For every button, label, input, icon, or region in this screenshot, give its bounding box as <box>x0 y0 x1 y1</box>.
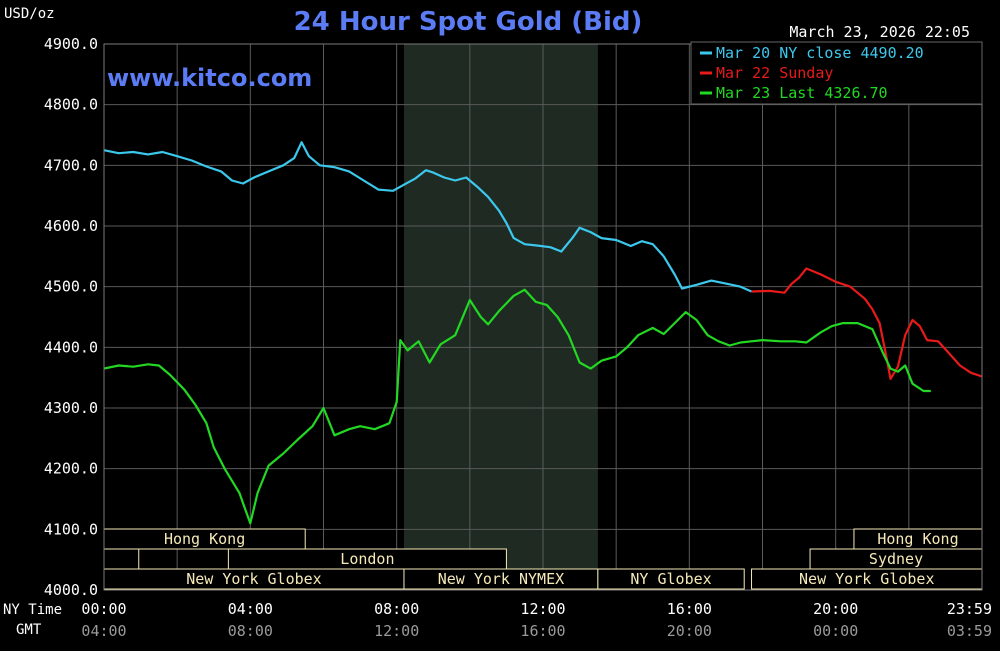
y-tick-label: 4100.0 <box>44 520 98 538</box>
x-tick-label-gmt: 04:00 <box>81 622 126 640</box>
y-tick-label: 4400.0 <box>44 338 98 356</box>
legend: Mar 20 NY close 4490.20 Mar 22 Sunday Ma… <box>690 41 983 105</box>
x-tick-label-gmt: 08:00 <box>228 622 273 640</box>
session-label: New York Globex <box>799 570 934 588</box>
x-tick-label-gmt: 03:59 <box>947 622 992 640</box>
x-tick-label-ny: 00:00 <box>81 600 126 618</box>
session-label: Sydney <box>869 550 923 568</box>
session-box <box>103 548 140 570</box>
x-tick-label-ny: 23:59 <box>947 600 992 618</box>
session-box <box>597 568 745 590</box>
x-tick-label-ny: 12:00 <box>520 600 565 618</box>
chart-title: 24 Hour Spot Gold (Bid) <box>294 7 643 37</box>
x-tick-label-ny: 16:00 <box>667 600 712 618</box>
legend-label-mar22: Mar 22 Sunday <box>716 64 833 82</box>
x-tick-label-ny: 04:00 <box>228 600 273 618</box>
session-label: New York NYMEX <box>438 570 564 588</box>
x-tick-label-ny: 08:00 <box>374 600 419 618</box>
shaded-region <box>403 44 598 590</box>
series-line-2 <box>103 288 931 525</box>
y-tick-label: 4600.0 <box>44 217 98 235</box>
x-tick-label-gmt: 20:00 <box>667 622 712 640</box>
series-line-0 <box>103 141 752 293</box>
timestamp: March 23, 2026 22:05 <box>789 23 970 41</box>
y-tick-label: 4500.0 <box>44 278 98 296</box>
watermark: www.kitco.com <box>107 64 312 92</box>
legend-label-mar23: Mar 23 Last 4326.70 <box>716 84 888 102</box>
session-label: London <box>340 550 394 568</box>
session-label: NY Globex <box>630 570 711 588</box>
x-tick-label-gmt: 12:00 <box>374 622 419 640</box>
series-line-1 <box>751 267 983 380</box>
x-tick-label-gmt: 00:00 <box>813 622 858 640</box>
y-tick-label: 4300.0 <box>44 399 98 417</box>
session-label: Hong Kong <box>164 530 245 548</box>
y-tick-label: 4700.0 <box>44 156 98 174</box>
gmt-axis-label: GMT <box>16 622 42 638</box>
session-label: Hong Kong <box>877 530 958 548</box>
ny-time-axis-label: NY Time <box>3 602 62 618</box>
legend-box <box>690 41 983 105</box>
legend-label-mar20: Mar 20 NY close 4490.20 <box>716 44 924 62</box>
x-tick-label-gmt: 16:00 <box>520 622 565 640</box>
unit-label: USD/oz <box>4 6 55 22</box>
y-tick-label: 4000.0 <box>44 581 98 599</box>
x-tick-label-ny: 20:00 <box>813 600 858 618</box>
y-tick-label: 4800.0 <box>44 96 98 114</box>
y-tick-label: 4200.0 <box>44 460 98 478</box>
plot-frame <box>103 43 983 591</box>
y-tick-label: 4900.0 <box>44 35 98 53</box>
session-label: New York Globex <box>186 570 321 588</box>
